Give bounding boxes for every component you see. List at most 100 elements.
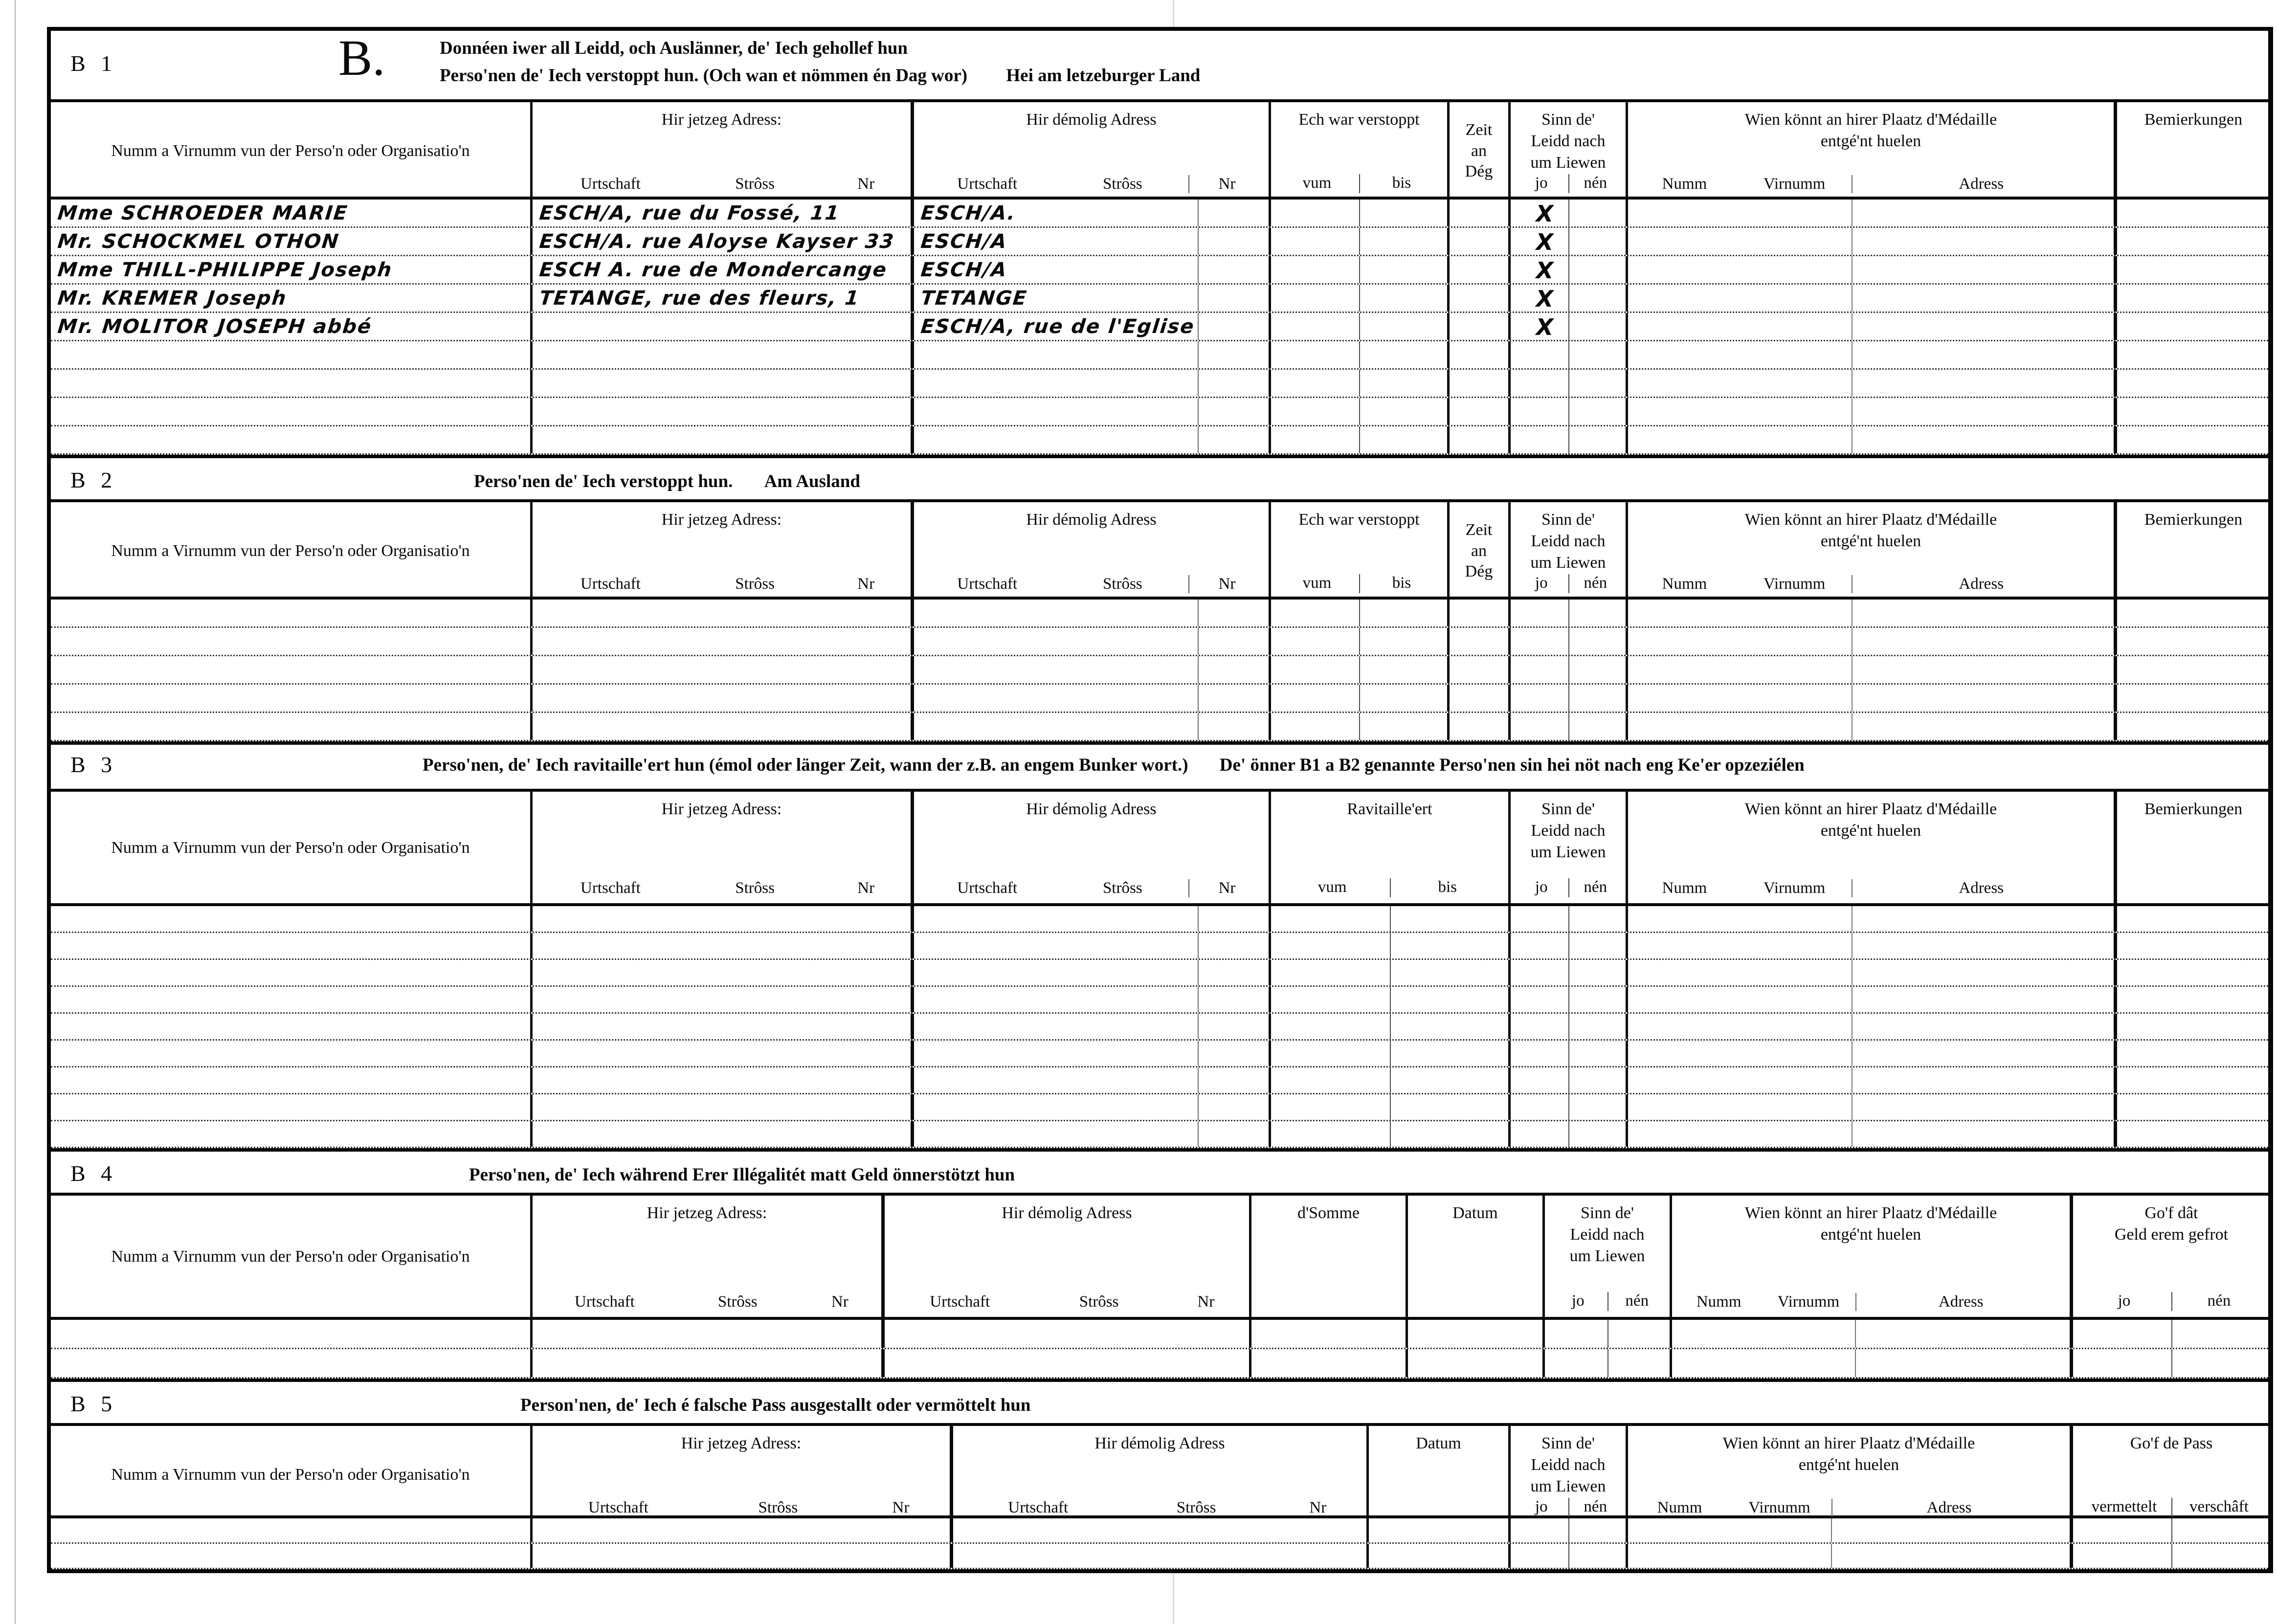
table-row-empty [51,1014,2268,1041]
col-header-alive: Sinn de' Leidd nach um Liewen jo nén [1511,1426,1628,1523]
handwritten-name: Mr. SCHOCKMEL OTHON [56,230,341,253]
col-header-alive: Sinn de' Leidd nach um Liewen jo nén [1545,1196,1672,1317]
col-header-current-address: Hir jetzeg Adress: Urtschaft Strôss Nr [533,1196,885,1317]
col-header-remarks: Bemierkungen [2144,111,2243,129]
col-header-remarks: Bemierkungen [2144,511,2243,529]
table-row-empty [51,987,2268,1014]
sub-numm: Numm [1662,175,1707,193]
table-row-empty [51,341,2268,370]
b1-big-letter: B. [338,30,385,86]
col-header-gof-de-pass: Go'f de Pass vermettelt verschâft [2073,1426,2270,1523]
table-row-empty [51,960,2268,987]
sub-urtschaft: Urtschaft [957,175,1018,193]
handwritten-name: Mme THILL-PHILIPPE Joseph [56,258,394,281]
handwritten-former-address: ESCH/A. [919,201,1017,224]
col-header-zeit: Zeit an Dég [1450,102,1511,199]
handwritten-check-jo: X [1536,229,1554,255]
b2-body [51,600,2268,741]
col-header-former-address: Hir démolig Adress Urtschaft Strôss Nr [953,1426,1369,1523]
b1-titles: Donnéen iwer all Leidd, och Auslänner, d… [440,35,1200,89]
table-row-empty [51,1068,2268,1094]
handwritten-check-jo: X [1536,257,1554,284]
b2-section-label: B 2 [70,467,117,492]
col-header-datum: Datum [1408,1196,1545,1317]
sub-stross: Strôss [1102,175,1142,193]
b5-title-band: B 5 Person'nen, de' Iech é falsche Pass … [51,1382,2268,1423]
table-row-empty [51,1518,2268,1544]
handwritten-former-address: ESCH/A, rue de l'Eglise [919,315,1196,338]
col-header-former-address: Hir démolig Adress Urtschaft Strôss Nr [914,502,1271,599]
table-row-empty [51,426,2268,455]
col-header-alive: Sinn de' Leidd nach um Liewen jo nén [1511,792,1628,903]
col-header-medal: Wien könnt an hirer Plaatz d'Médaille en… [1628,102,2117,199]
handwritten-former-address: TETANGE [919,287,1028,310]
col-header-hidden: Ech war verstoppt vum bis [1271,102,1450,199]
col-header-medal: Wien könnt an hirer Plaatz d'Médaille en… [1672,1196,2073,1317]
b5-column-headers: Numm a Virnumm vun der Perso'n oder Orga… [51,1423,2268,1523]
handwritten-check-jo: X [1536,314,1554,340]
section-b1: B 1 B. Donnéen iwer all Leidd, och Auslä… [51,31,2268,455]
b4-section-label: B 4 [70,1161,117,1186]
table-row: Mme THILL-PHILIPPE Joseph ESCH A. rue de… [51,256,2268,285]
col-header-name: Numm a Virnumm vun der Perso'n oder Orga… [51,1196,533,1317]
col-header-medal: Wien könnt an hirer Plaatz d'Médaille en… [1628,502,2117,599]
b3-title: Perso'nen, de' Iech ravitaille'ert hun (… [423,755,1805,775]
table-row-empty [51,628,2268,656]
col-header-current-address: Hir jetzeg Adress: Urtschaft Strôss Nr [533,1426,953,1523]
b3-column-headers: Numm a Virnumm vun der Perso'n oder Orga… [51,789,2268,906]
handwritten-current-address: ESCH/A, rue du Fossé, 11 [538,201,841,224]
b2-title: Perso'nen de' Iech verstoppt hun. Am Aus… [474,471,860,491]
col-header-name: Numm a Virnumm vun der Perso'n oder Orga… [51,1426,533,1523]
col-header-former-address: Hir démolig Adress Urtschaft Strôss Nr [914,792,1271,903]
col-header-medal: Wien könnt an hirer Plaatz d'Médaille en… [1628,792,2117,903]
table-row-empty [51,1544,2268,1569]
handwritten-name: Mr. MOLITOR JOSEPH abbé [56,315,373,338]
b3-title-band: B 3 Perso'nen, de' Iech ravitaille'ert h… [51,745,2268,789]
b2-column-headers: Numm a Virnumm vun der Perso'n oder Orga… [51,499,2268,600]
b1-column-headers: Numm a Virnumm vun der Perso'n oder Orga… [51,99,2268,200]
b5-section-label: B 5 [70,1391,117,1416]
table-row-empty [51,1094,2268,1121]
b1-title-note: Hei am letzeburger Land [1006,65,1201,86]
table-row: Mme SCHROEDER MARIE ESCH/A, rue du Fossé… [51,200,2268,228]
b2-title-band: B 2 Perso'nen de' Iech verstoppt hun. Am… [51,458,2268,499]
b4-title-band: B 4 Perso'nen, de' Iech während Erer Ill… [51,1152,2268,1193]
col-header-alive: Sinn de' Leidd nach um Liewen jo nén [1511,102,1628,199]
col-header-name: Numm a Virnumm vun der Perso'n oder Orga… [51,102,533,199]
table-row-empty [51,370,2268,398]
col-header-current-address: Hir jetzeg Adress: Urtschaft Strôss Nr [533,502,914,599]
table-row-empty [51,906,2268,933]
table-row-empty [51,600,2268,628]
table-row-empty [51,398,2268,426]
sub-virnumm: Virnumm [1763,175,1826,193]
col-header-somme: d'Somme [1251,1196,1408,1317]
section-b3: B 3 Perso'nen, de' Iech ravitaille'ert h… [51,741,2268,1148]
table-row: Mr. MOLITOR JOSEPH abbé ESCH/A, rue de l… [51,313,2268,341]
b1-title-band: B 1 B. Donnéen iwer all Leidd, och Auslä… [51,31,2268,99]
sub-nr: Nr [857,175,875,193]
table-row-empty [51,656,2268,685]
table-row-empty [51,685,2268,713]
handwritten-name: Mr. KREMER Joseph [56,287,288,310]
table-row: Mr. KREMER Joseph TETANGE, rue des fleur… [51,285,2268,313]
b4-column-headers: Numm a Virnumm vun der Perso'n oder Orga… [51,1193,2268,1320]
sub-urtschaft: Urtschaft [580,175,641,193]
sub-bis: bis [1359,174,1443,193]
b5-title: Person'nen, de' Iech é falsche Pass ausg… [520,1395,1031,1415]
table-row-empty [51,1121,2268,1148]
col-header-geld-erem-gefrot: Go'f dât Geld erem gefrot jo nén [2073,1196,2270,1317]
b3-body [51,906,2268,1148]
handwritten-current-address: TETANGE, rue des fleurs, 1 [538,287,861,310]
b1-title-line2: Perso'nen de' Iech verstoppt hun. (Och w… [440,62,1200,89]
table-row-empty [51,713,2268,741]
sub-stross: Strôss [735,175,775,193]
sub-nr: Nr [1188,175,1265,193]
b2-title-note: Am Ausland [764,471,860,491]
b1-title-line1: Donnéen iwer all Leidd, och Auslänner, d… [440,38,908,58]
sub-jo: jo [1535,174,1548,192]
section-b2: B 2 Perso'nen de' Iech verstoppt hun. Am… [51,455,2268,741]
section-b5: B 5 Person'nen, de' Iech é falsche Pass … [51,1379,2268,1569]
b4-title: Perso'nen, de' Iech während Erer Illégal… [469,1165,1015,1185]
sub-vum: vum [1302,174,1332,192]
